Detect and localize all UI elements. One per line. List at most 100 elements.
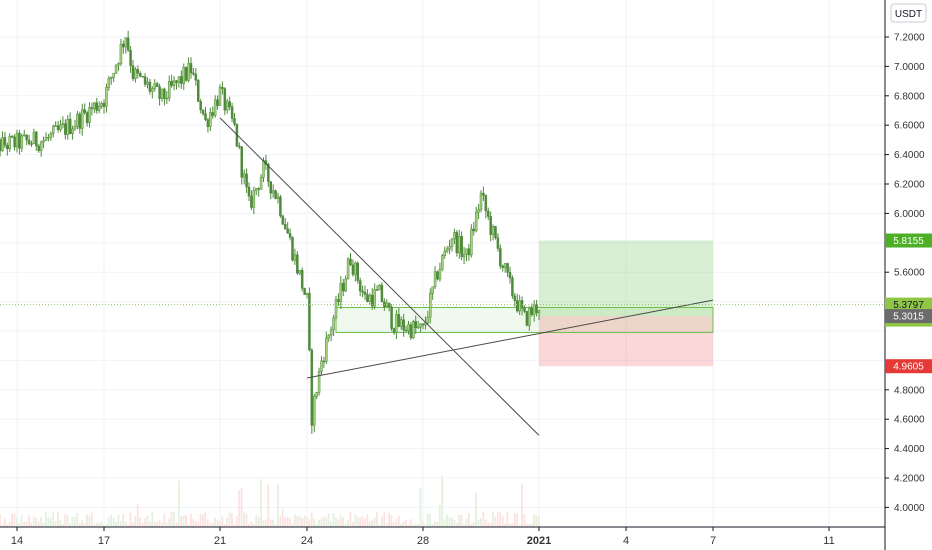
candle-body[interactable] (441, 255, 444, 270)
candle-body[interactable] (153, 83, 156, 89)
candle-body[interactable] (293, 254, 297, 261)
candle-body[interactable] (378, 284, 381, 291)
candle-body[interactable] (298, 269, 301, 274)
candle-body[interactable] (146, 81, 149, 85)
candle-body[interactable] (233, 118, 236, 125)
candle-body[interactable] (322, 360, 326, 363)
candle-body[interactable] (310, 349, 314, 426)
candle-body[interactable] (189, 63, 193, 74)
candle-body[interactable] (117, 63, 120, 66)
candle-body[interactable] (281, 215, 285, 225)
candle-body[interactable] (429, 293, 432, 318)
candle-body[interactable] (296, 254, 299, 274)
currency-badge[interactable]: USDT (890, 3, 927, 23)
candle-body[interactable] (395, 314, 398, 333)
candle-series[interactable] (0, 30, 541, 434)
candle-body[interactable] (44, 137, 48, 141)
candle-body[interactable] (131, 65, 135, 80)
candle-body[interactable] (404, 329, 408, 332)
candle-body[interactable] (390, 306, 393, 329)
time-axis[interactable]: 14 17 21 24 28 2021 4 7 11 (0, 526, 885, 547)
candle-body[interactable] (375, 289, 379, 291)
candle-body[interactable] (47, 137, 50, 139)
candle-body[interactable] (448, 246, 451, 250)
candle-body[interactable] (112, 72, 115, 78)
candle-body[interactable] (23, 134, 26, 137)
candle-body[interactable] (250, 195, 253, 208)
candle-body[interactable] (194, 73, 198, 81)
candle-body[interactable] (85, 112, 89, 123)
candle-body[interactable] (523, 307, 526, 312)
candle-body[interactable] (257, 188, 260, 190)
candle-body[interactable] (518, 300, 521, 312)
candle-body[interactable] (499, 248, 502, 267)
candle-body[interactable] (315, 392, 318, 397)
candle-body[interactable] (182, 67, 185, 84)
candle-body[interactable] (139, 72, 142, 77)
candle-body[interactable] (163, 88, 166, 100)
candle-body[interactable] (303, 288, 306, 295)
candle-body[interactable] (95, 102, 98, 111)
candle-body[interactable] (209, 112, 212, 128)
candle-body[interactable] (228, 101, 231, 107)
candle-body[interactable] (165, 97, 169, 100)
candle-body[interactable] (102, 102, 106, 107)
candle-body[interactable] (8, 136, 11, 150)
candle-body[interactable] (506, 263, 509, 273)
candle-body[interactable] (73, 125, 77, 130)
candle-body[interactable] (197, 79, 200, 102)
candle-body[interactable] (528, 308, 531, 326)
candle-body[interactable] (412, 321, 415, 338)
candle-body[interactable] (180, 76, 183, 84)
candle-body[interactable] (221, 86, 224, 89)
candle-body[interactable] (317, 371, 321, 393)
candle-body[interactable] (204, 113, 207, 120)
candle-body[interactable] (419, 323, 422, 328)
candle-body[interactable] (344, 278, 347, 292)
candle-body[interactable] (537, 309, 541, 314)
candle-body[interactable] (59, 124, 62, 130)
candle-body[interactable] (501, 265, 504, 268)
candle-body[interactable] (64, 123, 67, 135)
candle-body[interactable] (269, 181, 272, 194)
candle-body[interactable] (122, 43, 125, 48)
candle-body[interactable] (329, 329, 333, 336)
candle-body[interactable] (240, 146, 243, 178)
candle-body[interactable] (160, 88, 164, 99)
candle-body[interactable] (158, 86, 161, 99)
candle-body[interactable] (366, 294, 369, 302)
candle-body[interactable] (491, 226, 495, 235)
candle-body[interactable] (226, 101, 229, 111)
candle-body[interactable] (334, 299, 338, 319)
candle-body[interactable] (192, 72, 195, 75)
candle-body[interactable] (238, 145, 241, 148)
candle-body[interactable] (262, 160, 265, 178)
candle-body[interactable] (387, 302, 391, 308)
candle-body[interactable] (37, 145, 40, 152)
candle-body[interactable] (52, 125, 55, 134)
candle-body[interactable] (10, 136, 14, 138)
candle-body[interactable] (421, 323, 425, 326)
long-position-tool[interactable] (539, 240, 713, 367)
candle-body[interactable] (313, 396, 316, 426)
candle-body[interactable] (472, 228, 475, 232)
candle-body[interactable] (97, 106, 101, 111)
candle-body[interactable] (327, 334, 330, 339)
candle-body[interactable] (88, 107, 91, 123)
candle-body[interactable] (175, 80, 178, 84)
candle-body[interactable] (458, 236, 461, 254)
candle-body[interactable] (61, 123, 65, 126)
candle-body[interactable] (56, 125, 60, 130)
candle-body[interactable] (530, 308, 533, 315)
candle-body[interactable] (484, 195, 488, 212)
candle-body[interactable] (470, 228, 473, 256)
candle-body[interactable] (255, 188, 258, 191)
candle-body[interactable] (184, 67, 188, 81)
candle-body[interactable] (433, 271, 437, 288)
candle-body[interactable] (400, 319, 403, 327)
candle-body[interactable] (371, 294, 374, 307)
candle-body[interactable] (83, 109, 86, 113)
candle-body[interactable] (426, 316, 430, 324)
candle-body[interactable] (30, 143, 33, 145)
